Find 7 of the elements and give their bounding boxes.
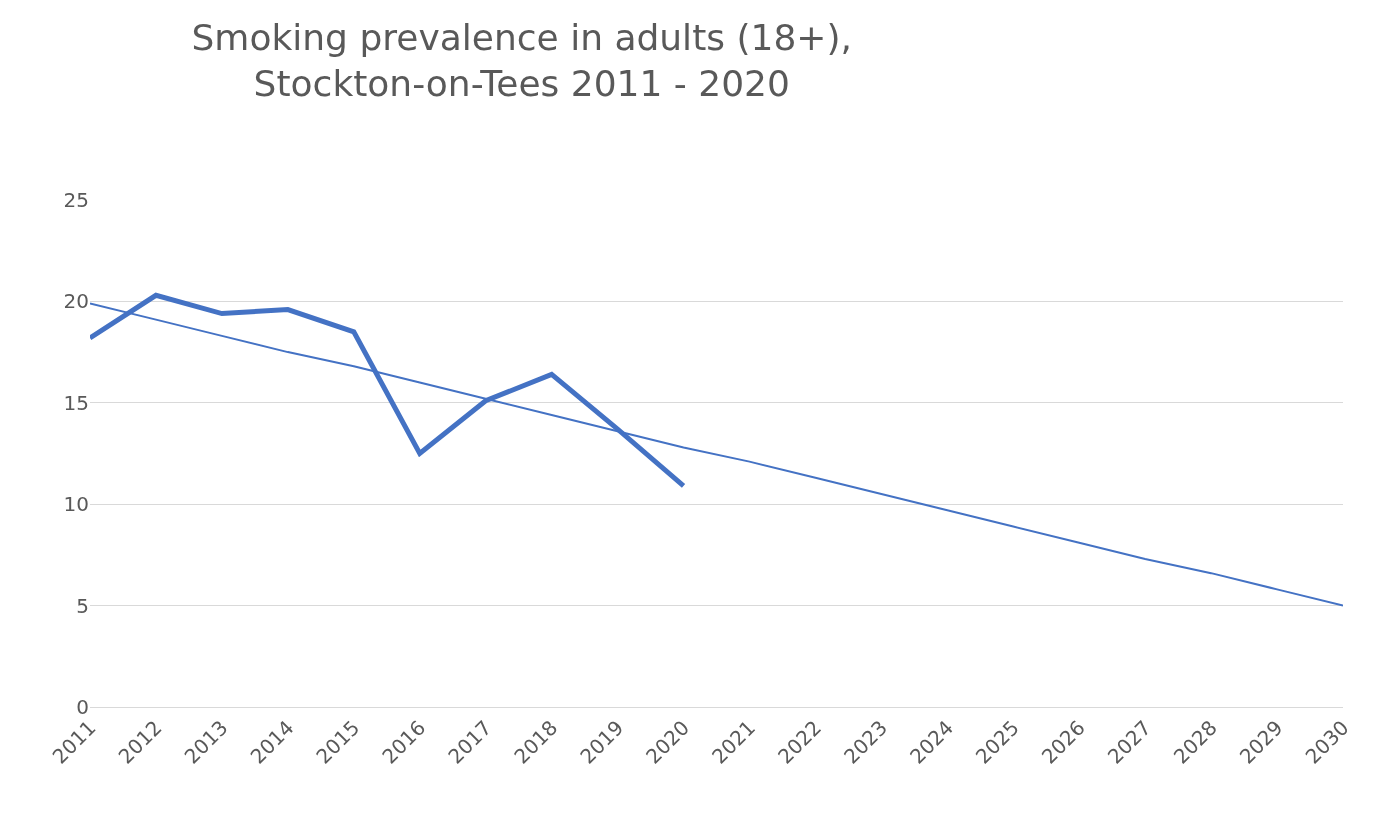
y-tick-label: 20 <box>63 289 89 314</box>
y-tick-label: 5 <box>76 593 89 618</box>
y-tick-label: 10 <box>63 492 89 517</box>
y-tick-label: 25 <box>63 188 89 212</box>
y-tick-label: 0 <box>76 695 89 719</box>
y-tick-label: 15 <box>63 390 89 415</box>
chart-title: Smoking prevalence in adults (18+), Stockton-on-Tees 2011 - 2020 <box>191 16 852 105</box>
